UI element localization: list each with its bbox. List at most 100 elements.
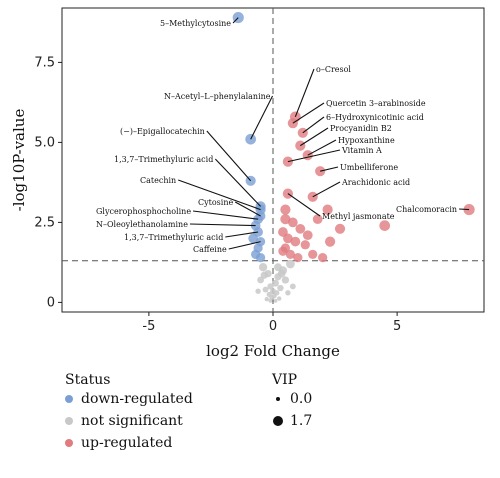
data-point [255,252,266,263]
data-point [334,223,346,234]
annotation-leader [312,181,341,198]
point-annotation: Catechin [140,176,176,185]
point-annotation: Vitamin A [341,146,382,155]
data-point [295,223,306,234]
data-point [245,133,256,145]
annotation-leader [320,166,339,172]
data-point [293,252,303,263]
annotation-leader [294,68,315,117]
legend-item-up: up-regulated [65,432,193,454]
data-point [260,271,268,279]
annotation-leader [228,241,261,250]
data-point [280,214,291,225]
legend-label-ns: not significant [81,413,183,429]
status-legend-title: Status [65,372,111,388]
vip-legend-title: VIP [272,372,298,388]
y-axis-label: -log10P-value [10,109,28,212]
data-point [290,236,301,247]
point-annotation: Caffeine [193,245,227,254]
legend-label-down: down-regulated [81,391,193,407]
y-tick-label: 0 [47,295,55,310]
y-tick-label: 5.0 [34,135,55,150]
annotation-leader [459,208,470,211]
point-annotation: Methyl jasmonate [322,212,395,221]
point-annotation: Hypoxanthine [338,136,395,145]
annotation-leader [214,158,261,207]
data-point [308,249,318,260]
x-tick-label: 5 [393,319,401,334]
data-point [300,240,310,250]
data-point [268,298,273,303]
data-point [289,283,296,290]
data-point [258,263,268,272]
point-annotation: Glycerophosphocholine [96,207,191,216]
status-legend: Status down-regulated not significant up… [65,372,193,454]
vip-label-large: 1.7 [290,413,313,429]
legend-label-up: up-regulated [81,435,173,451]
x-axis-label: log2 Fold Change [206,342,340,360]
data-point [276,296,282,301]
data-point [285,249,295,260]
annotation-leader [206,130,252,182]
vip-dot-small [276,397,280,401]
data-point [283,233,293,244]
data-point [312,214,323,225]
annotation-leader [192,210,259,220]
y-tick-label: 7.5 [34,55,55,70]
data-point [324,236,336,247]
x-tick-label: 0 [269,319,277,334]
point-annotation: Arachidonic acid [341,178,410,187]
data-point [262,286,269,293]
data-point [285,290,291,296]
annotation-leader [225,231,259,238]
data-point [302,230,313,241]
point-annotation: Umbelliferone [340,163,398,172]
point-annotation: o–Cresol [316,65,351,74]
data-point [281,276,290,284]
data-point [277,269,286,278]
data-point [255,288,261,294]
data-point [273,298,278,303]
legend-dot-down [65,395,73,403]
point-annotation: Chalcomoracin [396,205,457,214]
data-point [287,217,298,228]
point-annotation: 6–Hydroxynicotinic acid [326,113,424,122]
vip-label-small: 0.0 [290,391,313,407]
point-annotation: 5–Methylcytosine [160,19,231,28]
data-point [285,259,295,269]
point-annotation: N–Oleoylethanolamine [96,220,188,229]
annotation-leader [287,149,341,163]
data-point [257,276,265,284]
annotation-leader [234,201,261,217]
legend-item-down: down-regulated [65,388,193,410]
vip-item-small: 0.0 [272,388,312,410]
data-point [274,263,282,272]
y-tick-label: 2.5 [34,215,55,230]
annotation-leader [302,116,325,134]
data-point [322,204,333,215]
vip-dot-large [273,416,283,426]
annotation-leader [300,127,329,147]
vip-item-large: 1.7 [272,410,312,432]
annotation-leader [189,223,256,227]
legend-dot-up [65,439,73,447]
data-point [277,284,284,292]
data-point [280,204,291,215]
point-annotation: (−)–Epigallocatechin [120,127,205,136]
legend-dot-ns [65,417,73,425]
annotation-leader [292,102,325,124]
data-point [267,283,274,290]
point-annotation: 1,3,7–Trimethyluric acid [114,155,213,164]
data-point [278,246,288,256]
legend-item-ns: not significant [65,410,193,432]
point-annotation: Quercetin 3–arabinoside [326,99,426,108]
annotation-leader [178,179,261,211]
annotation-leader [232,17,239,24]
annotation-leader [287,193,321,217]
point-annotation: N–Acetyl–L–phenylalanine [164,92,271,101]
vip-legend: VIP 0.0 1.7 [272,372,312,432]
data-point [379,220,391,231]
x-tick-label: -5 [142,319,155,334]
point-annotation: 1,3,7–Trimethyluric acid [124,233,223,242]
